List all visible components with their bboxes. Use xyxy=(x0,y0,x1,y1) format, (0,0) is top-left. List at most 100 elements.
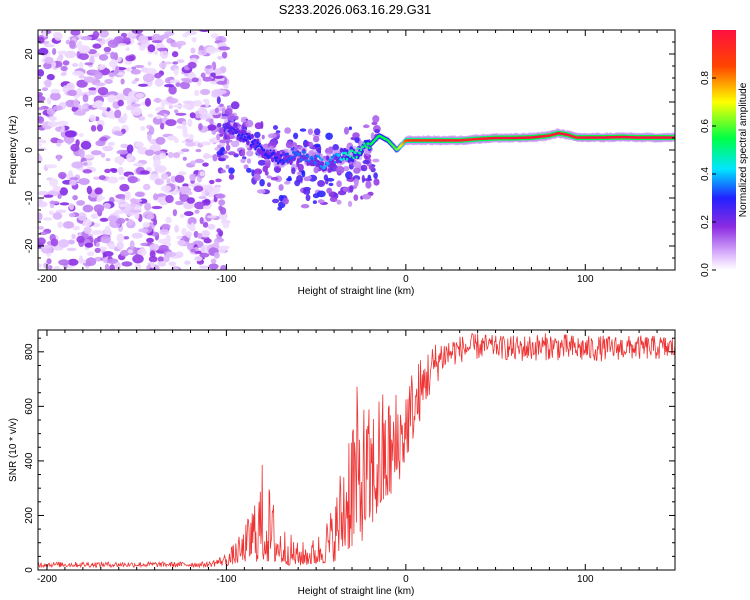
spectrogram-noise-blob xyxy=(50,238,59,247)
spectrogram-noise-blob xyxy=(93,71,103,80)
spectrogram-noise-blob xyxy=(90,213,99,220)
spectrogram-noise-blob xyxy=(139,170,150,175)
spectrogram-noise-blob xyxy=(205,65,213,69)
spectrogram-noise-blob xyxy=(68,170,73,177)
spectrogram-noise-blob xyxy=(43,262,49,269)
spectrogram-ridge-core xyxy=(255,145,258,148)
spectrogram-x-label: Height of straight line (km) xyxy=(298,286,415,297)
spectrogram-noise-blob xyxy=(161,223,171,230)
spectrogram-noise-blob xyxy=(69,177,79,181)
spectrogram-ridge-core xyxy=(238,133,241,137)
spectrogram-noise-blob xyxy=(199,252,210,258)
spectrogram-noise-blob xyxy=(131,232,143,239)
spectrogram-noise-blob xyxy=(193,185,204,193)
spectrogram-noise-blob xyxy=(307,128,313,135)
colorbar-tick-label: 0.4 xyxy=(700,167,711,181)
spectrogram-noise-blob xyxy=(98,107,108,111)
spectrogram-noise-blob xyxy=(95,38,102,42)
spectrogram-noise-blob xyxy=(372,115,380,123)
spectrogram-ridge-core xyxy=(361,145,365,149)
spectrogram-ridge-core xyxy=(253,139,256,142)
spectrogram-ridge-core xyxy=(351,149,354,153)
spectrogram-noise-blob xyxy=(131,30,143,34)
spectrogram-noise-blob xyxy=(207,124,217,131)
spectrogram-noise-blob xyxy=(104,168,111,174)
spectrogram-noise-blob xyxy=(264,159,271,167)
spectrogram-noise-blob xyxy=(69,179,77,186)
spectrogram-noise-blob xyxy=(336,180,342,188)
spectrogram-noise-blob xyxy=(212,75,224,79)
spectrogram-noise-blob xyxy=(218,46,231,51)
spectrogram-noise-blob xyxy=(38,47,49,56)
spectrogram-noise-blob xyxy=(223,84,229,89)
spectrogram-noise-blob xyxy=(76,235,85,244)
spectrogram-ridge-core xyxy=(252,142,255,146)
spectrogram-noise-blob xyxy=(312,200,317,205)
spectrogram-ridge-core xyxy=(342,157,345,161)
spectrogram-noise-blob xyxy=(198,123,203,131)
spectrogram-noise-blob xyxy=(362,159,370,165)
spectrogram-noise-blob xyxy=(107,39,119,48)
spectrogram-ridge-core xyxy=(312,158,315,161)
spectrogram-noise-blob xyxy=(168,98,179,104)
spectrogram-noise-blob xyxy=(38,138,44,144)
spectrogram-noise-blob xyxy=(115,209,123,214)
spectrogram-noise-blob xyxy=(149,250,156,258)
spectrogram-noise-blob xyxy=(246,158,252,164)
spectrogram-noise-blob xyxy=(214,68,223,76)
spectrogram-ridge-core xyxy=(321,158,324,161)
spectrogram-noise-blob xyxy=(129,240,135,250)
spectrogram-ridge-core xyxy=(248,137,252,140)
spectrogram-ridge-core xyxy=(290,156,294,159)
spectrogram-noise-blob xyxy=(114,199,125,203)
spectrogram-noise-blob xyxy=(165,194,174,204)
spectrogram-noise-blob xyxy=(267,182,271,188)
spectrogram-noise-blob xyxy=(168,105,173,109)
spectrogram-noise-blob xyxy=(187,118,193,127)
spectrogram-noise-blob xyxy=(82,204,94,213)
spectrogram-noise-blob xyxy=(182,156,187,161)
spectrogram-ridge-core xyxy=(320,165,323,168)
spectrogram-noise-blob xyxy=(155,136,166,145)
spectrogram-noise-blob xyxy=(172,152,181,159)
spectrogram-noise-blob xyxy=(202,76,213,82)
spectrogram-noise-blob xyxy=(199,265,209,269)
snr-frame xyxy=(37,329,676,571)
spectrogram-noise-blob xyxy=(194,209,200,214)
spectrogram-noise-blob xyxy=(254,122,263,130)
spectrogram-noise-blob xyxy=(199,30,210,33)
spectrogram-noise-blob xyxy=(134,263,142,270)
spectrogram-noise-blob xyxy=(202,221,209,228)
spectrogram-noise-blob xyxy=(86,185,93,195)
spectrogram-noise-blob xyxy=(349,185,354,193)
colorbar-tick-label: 0.6 xyxy=(700,119,711,133)
spectrogram-noise-blob xyxy=(365,180,372,189)
spectrogram-noise-blob xyxy=(187,61,197,69)
spectrogram-noise-blob xyxy=(218,199,226,206)
spectrogram-noise-blob xyxy=(94,247,101,253)
spectrogram-ridge-core xyxy=(327,161,330,165)
spectrogram-noise-blob xyxy=(135,141,144,148)
spectrogram-noise-blob xyxy=(98,54,109,61)
spectrogram-noise-blob xyxy=(160,201,167,206)
spectrogram-ridge-core xyxy=(329,158,332,162)
spectrogram-noise-blob xyxy=(43,62,52,70)
spectrogram-noise-blob xyxy=(313,135,320,143)
spectrogram-noise-blob xyxy=(116,241,124,250)
spectrogram-noise-blob xyxy=(300,204,310,209)
colorbar-ticks: 0.0 0.2 0.4 0.6 0.8 xyxy=(700,71,716,277)
spectrogram-noise-blob xyxy=(134,77,140,82)
spectrogram-noise-blob xyxy=(117,99,124,107)
spectrogram-noise-blob xyxy=(157,261,167,267)
spectrogram-noise-blob xyxy=(225,164,230,169)
spectrogram-noise-blob xyxy=(163,254,170,263)
spectrogram-noise-blob xyxy=(216,80,228,85)
spectrogram-noise-blob xyxy=(183,80,193,83)
spectrogram-noise-blob xyxy=(173,267,179,270)
spectrogram-noise-blob xyxy=(219,133,224,137)
spectrogram-x-tick-label: -200 xyxy=(37,274,57,285)
spectrogram-noise-blob xyxy=(200,88,211,96)
spectrogram-ridge-core xyxy=(368,146,371,150)
spectrogram-noise-blob xyxy=(158,244,169,252)
